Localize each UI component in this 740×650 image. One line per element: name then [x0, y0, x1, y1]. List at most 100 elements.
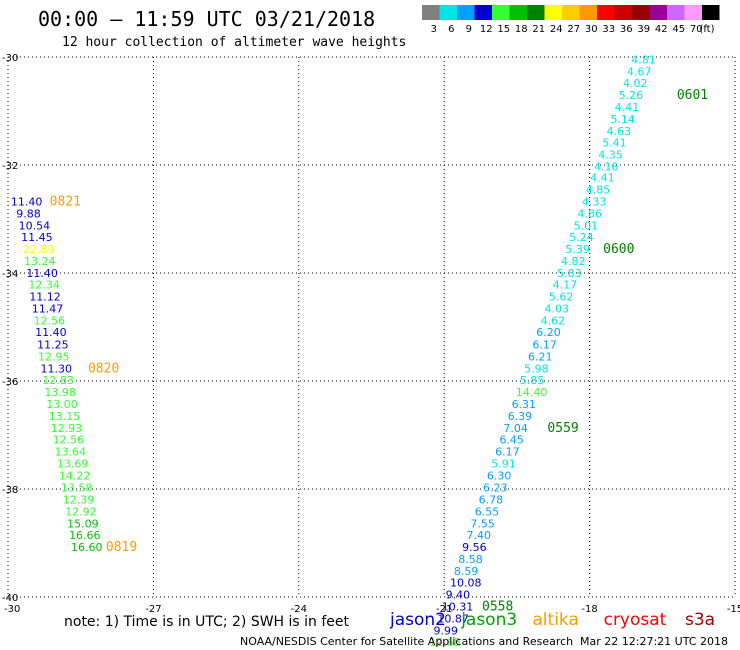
satellite-legend: jason2 jason3 altika cryosat s3a [389, 610, 715, 630]
legend-tick-label: 18 [515, 24, 528, 35]
pass-time-label: 0819 [106, 540, 137, 555]
wave-height-label: 4.41 [590, 172, 615, 185]
page-title: 00:00 – 11:59 UTC 03/21/2018 [38, 7, 375, 31]
legend-swatch [702, 5, 720, 20]
wave-height-label: 4.67 [627, 65, 652, 78]
wave-height-label: 5.26 [619, 89, 644, 102]
lon-tick-label: -15 [727, 604, 740, 615]
wave-height-label: 5.62 [549, 291, 574, 304]
legend-unit: (ft) [699, 24, 714, 35]
lon-tick-label: -18 [581, 604, 597, 615]
legend-swatch [439, 5, 457, 20]
satellite-track: 4.814.674.025.264.415.144.635.414.354.16… [425, 53, 708, 650]
wave-height-label: 4.82 [561, 255, 586, 268]
wave-height-label: 9.88 [16, 207, 41, 220]
satellite-name-cryosat: cryosat [604, 610, 667, 630]
legend-tick-label: 24 [550, 24, 563, 35]
wave-height-label: 10.54 [19, 219, 51, 232]
legend-tick-label: 3 [431, 24, 437, 35]
lon-tick-label: -27 [145, 604, 161, 615]
lat-tick-label: -38 [2, 485, 18, 496]
wave-height-label: 8.58 [458, 553, 483, 566]
legend-swatch [649, 5, 667, 20]
wave-height-label: 4.81 [631, 53, 656, 66]
wave-height-label: 9.56 [462, 541, 487, 554]
wave-height-label: 6.17 [495, 446, 519, 459]
legend-tick-label: 36 [620, 24, 633, 35]
wave-height-label: 4.17 [553, 279, 578, 292]
credit-org: NOAA/NESDIS Center for Satellite Applica… [240, 635, 573, 648]
wave-height-label: 11.45 [21, 231, 52, 244]
pass-time-label: 0558 [482, 600, 513, 615]
legend-tick-label: 70 [690, 24, 703, 35]
legend-swatch [527, 5, 545, 20]
wave-height-label: 22.89 [23, 243, 55, 256]
wave-height-label: 11.40 [35, 326, 67, 339]
wave-height-label: 11.14 [425, 648, 457, 650]
wave-height-label: 5.39 [565, 243, 590, 256]
satellite-name-jason3: jason3 [460, 610, 517, 630]
wave-height-label: 6.78 [479, 494, 504, 507]
wave-height-label: 6.21 [528, 350, 553, 363]
pass-time-label: 0600 [603, 242, 634, 257]
legend-tick-label: 21 [532, 24, 545, 35]
wave-height-label: 10.87 [437, 612, 469, 625]
legend-tick-label: 33 [602, 24, 615, 35]
wave-height-label: 14.40 [516, 386, 548, 399]
satellite-name-jason2: jason2 [389, 610, 446, 630]
legend-swatch [509, 5, 527, 20]
legend-swatch [492, 5, 510, 20]
wave-height-label: 4.63 [607, 125, 632, 138]
page-subtitle: 12 hour collection of altimeter wave hei… [62, 35, 406, 50]
wave-height-label: 7.40 [466, 529, 491, 542]
satellite-tracks: 11.409.8810.5411.4522.8913.2411.4012.341… [11, 53, 708, 650]
satellite-name-altika: altika [532, 610, 579, 630]
legend-tick-label: 39 [637, 24, 650, 35]
satellite-track: 11.409.8810.5411.4522.8913.2411.4012.341… [11, 195, 137, 556]
wave-height-label: 4.33 [582, 196, 607, 209]
wave-height-label: 12.68 [429, 636, 461, 649]
wave-height-label: 11.47 [32, 302, 63, 315]
wave-height-label: 9.99 [434, 624, 459, 637]
wave-height-label: 4.85 [586, 184, 611, 197]
legend-swatch [422, 5, 440, 20]
legend-tick-label: 15 [497, 24, 510, 35]
legend-tick-label: 30 [585, 24, 598, 35]
wave-height-label: 12.34 [28, 279, 60, 292]
wave-height-label: 4.86 [577, 207, 602, 220]
wave-height-label: 6.55 [475, 505, 500, 518]
wave-height-label: 5.98 [524, 362, 549, 375]
wave-height-label: 6.17 [532, 339, 557, 352]
legend-swatch [544, 5, 562, 20]
legend-swatch [597, 5, 615, 20]
wave-height-label: 4.03 [545, 302, 570, 315]
credit-timestamp: Mar 22 12:27:21 UTC 2018 [580, 635, 728, 648]
wave-height-label: 7.55 [470, 517, 495, 530]
wave-height-label: 12.92 [65, 505, 97, 518]
wave-height-label: 13.69 [57, 457, 89, 470]
wave-height-label: 13.58 [61, 482, 93, 495]
wave-height-label: 14.22 [59, 469, 91, 482]
wave-height-label: 4.35 [598, 149, 623, 162]
satellite-name-s3a: s3a [685, 610, 715, 630]
wave-height-label: 11.40 [26, 267, 58, 280]
wave-height-label: 16.66 [69, 529, 101, 542]
wave-height-label: 6.31 [512, 398, 537, 411]
wave-height-label: 5.91 [491, 457, 515, 470]
legend-swatch [474, 5, 492, 20]
wave-height-label: 13.98 [44, 386, 76, 399]
legend-tick-label: 27 [567, 24, 580, 35]
wave-height-label: 12.93 [51, 422, 83, 435]
legend-tick-label: 12 [480, 24, 493, 35]
wave-height-label: 13.64 [55, 446, 87, 459]
wave-height-label: 6.30 [487, 469, 512, 482]
wave-height-label: 5.14 [610, 113, 635, 126]
wave-height-label: 13.15 [49, 410, 81, 423]
wave-height-label: 9.40 [446, 589, 471, 602]
wave-height-label: 12.56 [53, 434, 85, 447]
wave-height-label: 11.30 [40, 362, 72, 375]
color-scale-legend: 3 6 9 12 15 18 21 24 27 30 33 36 39 42 45 70(ft) [422, 5, 720, 35]
lat-tick-label: -32 [2, 161, 18, 172]
wave-height-label: 6.23 [483, 482, 508, 495]
wave-height-label: 11.12 [29, 291, 61, 304]
